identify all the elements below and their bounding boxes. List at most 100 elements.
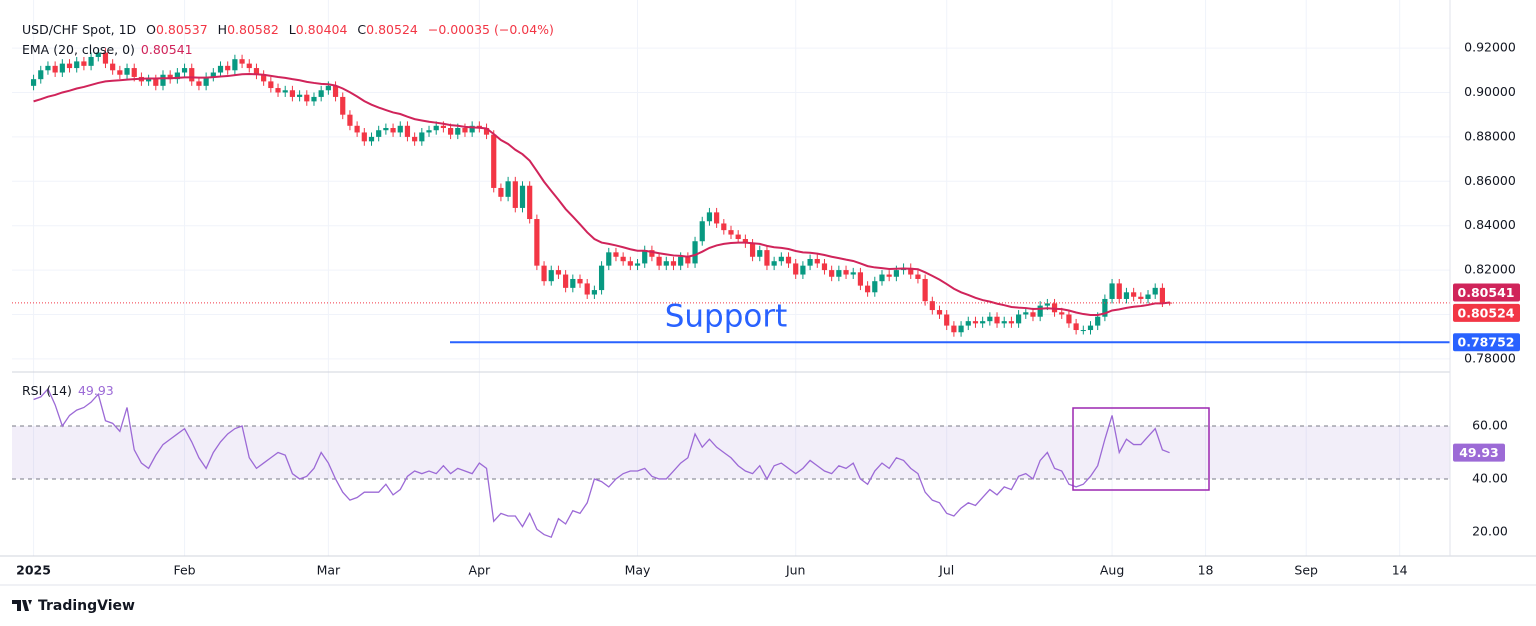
candle-body <box>383 128 389 131</box>
candle-body <box>38 70 44 80</box>
candle-body <box>1152 287 1158 295</box>
brand-name: TradingView <box>38 598 135 614</box>
candle-body <box>872 281 878 293</box>
x-tick-label: Sep <box>1294 563 1318 578</box>
candle-body <box>534 219 540 266</box>
x-tick-label: 2025 <box>16 563 51 578</box>
y-tick-label: 0.86000 <box>1464 173 1516 188</box>
y-tick-label: 0.92000 <box>1464 40 1516 55</box>
candle-body <box>66 63 73 69</box>
price-tag-label: 0.80524 <box>1458 305 1515 320</box>
x-tick-label: Feb <box>173 563 195 578</box>
candle-body <box>347 114 353 126</box>
candle-body <box>210 72 216 77</box>
candle-body <box>627 261 633 266</box>
rsi-line <box>33 387 1170 539</box>
candle-body <box>124 68 130 75</box>
candle-body <box>584 283 590 295</box>
candle-body <box>52 65 58 73</box>
candle-body <box>908 267 914 275</box>
legend-header: USD/CHF Spot, 1D O0.80537 H0.80582 L0.80… <box>22 22 554 37</box>
candle-body <box>714 212 720 224</box>
candle-body <box>153 79 159 86</box>
candle-body <box>30 79 37 86</box>
candle-body <box>376 130 382 137</box>
candle-body <box>1037 305 1043 317</box>
brand: TradingView <box>12 598 135 614</box>
candle-body <box>685 256 691 264</box>
candle-body <box>965 321 971 326</box>
candle-body <box>426 130 432 133</box>
candle-body <box>318 90 324 97</box>
candle-body <box>74 61 80 69</box>
rsi-tag-label: 49.93 <box>1459 445 1499 460</box>
candle-body <box>239 59 245 64</box>
candle-body <box>110 63 116 71</box>
candle-body <box>951 325 957 333</box>
candle-body <box>527 185 533 220</box>
candle-body <box>261 74 267 82</box>
candle-body <box>88 56 94 66</box>
candle-body <box>541 265 547 282</box>
high-value: 0.80582 <box>227 22 279 37</box>
candle-body <box>829 270 835 277</box>
candle-body <box>757 250 763 257</box>
candle-body <box>598 265 605 291</box>
candle-body <box>577 278 583 284</box>
candle-body <box>613 252 619 257</box>
candle-body <box>275 88 281 93</box>
candle-body <box>433 125 439 131</box>
candle-body <box>548 270 554 282</box>
candle-body <box>749 243 756 257</box>
candle-body <box>505 181 511 197</box>
ema-legend: EMA (20, close, 0) 0.80541 <box>22 42 193 57</box>
candle-body <box>1059 312 1065 315</box>
candle-body <box>1087 325 1094 331</box>
price-tag <box>1453 333 1520 352</box>
change-value: −0.00035 (−0.04%) <box>428 22 554 37</box>
x-tick-label: Jul <box>938 563 954 578</box>
candle-body <box>397 125 403 133</box>
ema-value: 0.80541 <box>141 42 193 57</box>
rsi-legend: RSI (14) 49.93 <box>22 383 114 398</box>
candle-body <box>563 274 569 288</box>
candle-body <box>447 128 454 135</box>
candle-body <box>915 274 921 279</box>
candle-body <box>692 241 698 264</box>
close-letter: C <box>357 22 366 37</box>
candle-body <box>1102 298 1108 317</box>
candle-body <box>836 270 842 277</box>
candle-body <box>253 68 260 75</box>
candle-body <box>462 128 468 133</box>
candle-body <box>865 285 871 293</box>
candle-body <box>922 278 928 302</box>
candle-body <box>1066 314 1072 324</box>
x-tick-label: Aug <box>1100 563 1124 578</box>
price-tag <box>1453 303 1520 322</box>
candle-body <box>656 256 662 266</box>
candle-body <box>591 290 597 295</box>
candle-body <box>814 258 820 264</box>
candle-body <box>944 314 950 326</box>
candle-body <box>117 70 123 75</box>
candle-body <box>181 68 188 73</box>
candle-body <box>174 72 180 80</box>
candle-body <box>404 125 411 137</box>
candle-body <box>196 81 202 86</box>
price-tag-label: 0.80541 <box>1458 285 1515 300</box>
candle-body <box>498 187 504 197</box>
y-tick-label: 0.84000 <box>1464 217 1516 232</box>
x-tick-label: Mar <box>317 563 341 578</box>
candle-body <box>807 258 813 266</box>
candle-body <box>886 274 892 277</box>
rsi-tick-label: 60.00 <box>1472 418 1508 433</box>
candle-body <box>742 239 748 244</box>
candle-body <box>1023 312 1029 315</box>
rsi-tick-label: 20.00 <box>1472 523 1508 538</box>
candle-body <box>1131 292 1137 297</box>
candle-body <box>735 234 741 240</box>
candle-body <box>555 270 562 275</box>
candle-body <box>81 61 87 66</box>
